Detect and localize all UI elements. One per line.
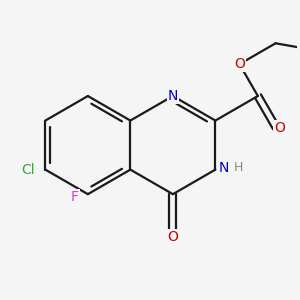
Text: O: O xyxy=(234,57,245,71)
Text: N: N xyxy=(168,89,178,103)
Text: Cl: Cl xyxy=(21,163,34,177)
Text: O: O xyxy=(274,121,285,135)
Text: H: H xyxy=(234,161,243,174)
Text: F: F xyxy=(71,190,79,204)
Text: O: O xyxy=(167,230,178,244)
Text: N: N xyxy=(219,161,229,175)
